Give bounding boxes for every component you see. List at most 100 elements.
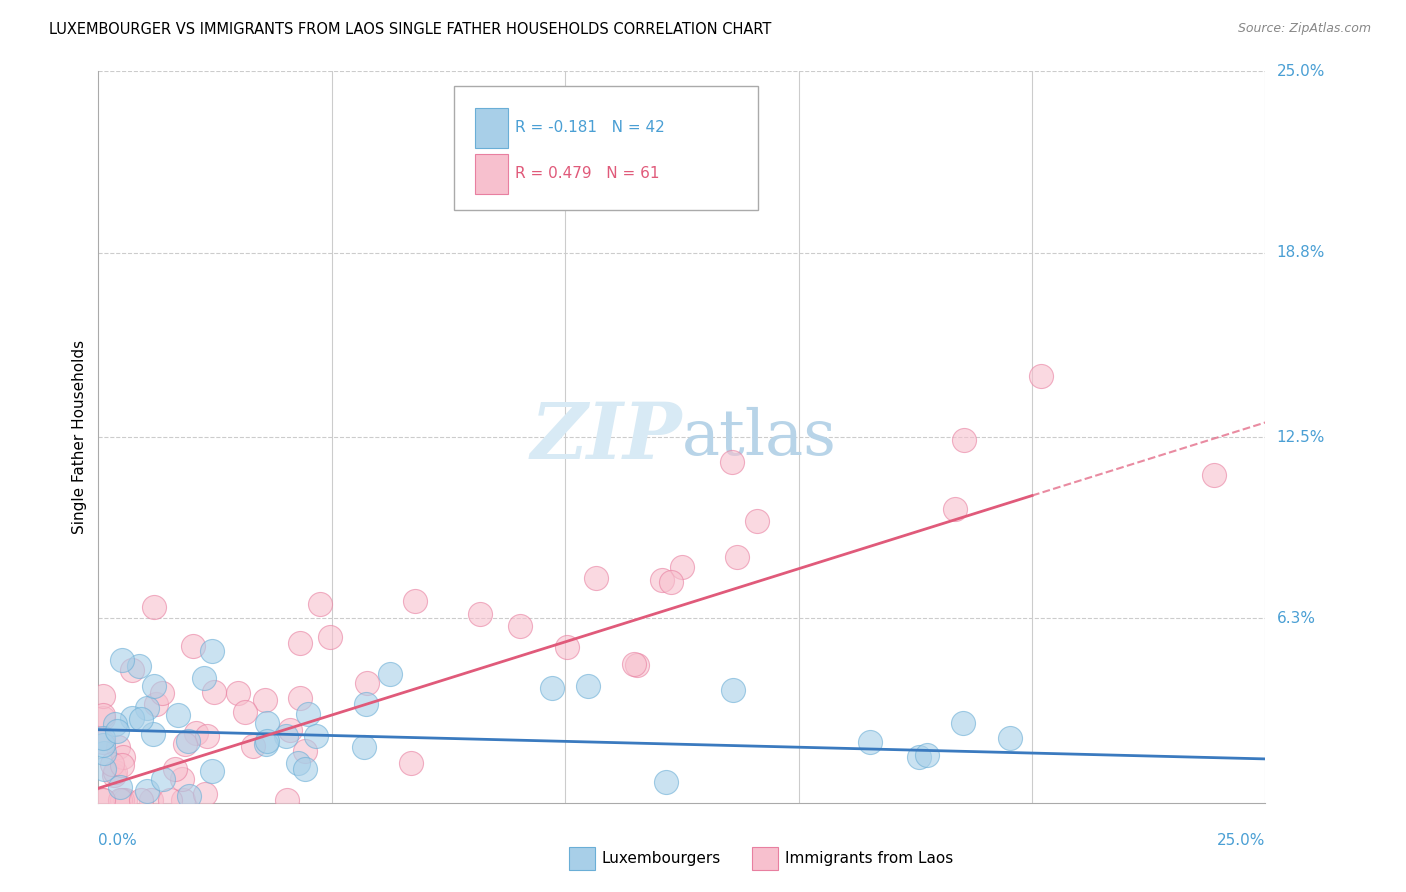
- Point: [104, 764, 127, 779]
- Point: [290, 636, 312, 650]
- Point: [184, 725, 207, 739]
- Point: [121, 711, 143, 725]
- Point: [399, 756, 422, 770]
- Point: [319, 630, 342, 644]
- Text: Source: ZipAtlas.com: Source: ZipAtlas.com: [1237, 22, 1371, 36]
- Point: [288, 691, 311, 706]
- Point: [91, 793, 114, 807]
- Point: [103, 768, 125, 782]
- Point: [91, 739, 114, 753]
- Text: atlas: atlas: [682, 407, 837, 467]
- Point: [93, 762, 115, 776]
- Bar: [475, 108, 508, 148]
- Point: [93, 746, 115, 760]
- Point: [1031, 368, 1053, 383]
- Point: [540, 681, 562, 695]
- Point: [111, 793, 134, 807]
- Point: [297, 707, 319, 722]
- Point: [917, 747, 939, 762]
- Point: [952, 433, 974, 447]
- Point: [145, 697, 167, 711]
- Point: [294, 744, 316, 758]
- Point: [287, 756, 309, 770]
- Point: [197, 729, 219, 743]
- Point: [353, 739, 375, 754]
- Point: [143, 679, 166, 693]
- Point: [859, 735, 882, 749]
- Point: [309, 598, 332, 612]
- Point: [177, 733, 200, 747]
- Point: [305, 729, 328, 743]
- Point: [509, 618, 531, 632]
- Point: [468, 607, 491, 621]
- Text: Immigrants from Laos: Immigrants from Laos: [785, 851, 953, 866]
- Point: [254, 737, 277, 751]
- Point: [139, 793, 162, 807]
- Point: [202, 685, 225, 699]
- Point: [193, 671, 215, 685]
- Point: [129, 712, 152, 726]
- Point: [256, 734, 278, 748]
- Point: [274, 729, 297, 743]
- Point: [143, 599, 166, 614]
- Point: [651, 573, 673, 587]
- Point: [165, 762, 187, 776]
- Point: [114, 793, 136, 807]
- Point: [112, 749, 135, 764]
- Point: [129, 793, 152, 807]
- Point: [201, 643, 224, 657]
- Text: 12.5%: 12.5%: [1277, 430, 1324, 444]
- Text: 6.3%: 6.3%: [1277, 611, 1316, 626]
- Point: [107, 740, 129, 755]
- Text: R = -0.181   N = 42: R = -0.181 N = 42: [515, 120, 665, 136]
- Point: [233, 705, 256, 719]
- Point: [105, 723, 128, 738]
- Point: [725, 550, 748, 565]
- Point: [194, 787, 217, 801]
- Text: 25.0%: 25.0%: [1218, 833, 1265, 848]
- Point: [121, 663, 143, 677]
- Point: [943, 502, 966, 516]
- Point: [276, 793, 298, 807]
- Point: [201, 764, 224, 779]
- Point: [91, 731, 114, 745]
- Point: [104, 716, 127, 731]
- Point: [91, 735, 114, 749]
- Point: [998, 731, 1021, 745]
- Point: [142, 727, 165, 741]
- Point: [91, 707, 114, 722]
- Point: [101, 757, 124, 772]
- Text: ZIP: ZIP: [530, 399, 682, 475]
- Point: [172, 793, 194, 807]
- Point: [167, 708, 190, 723]
- Point: [110, 780, 132, 795]
- Point: [91, 793, 114, 807]
- Point: [91, 710, 114, 724]
- Point: [661, 575, 683, 590]
- Point: [294, 762, 316, 776]
- Point: [228, 686, 250, 700]
- Point: [623, 657, 645, 671]
- Point: [181, 639, 204, 653]
- Point: [952, 715, 974, 730]
- Point: [128, 658, 150, 673]
- Text: 25.0%: 25.0%: [1277, 64, 1324, 78]
- Point: [150, 686, 173, 700]
- Point: [136, 784, 159, 798]
- Point: [721, 682, 744, 697]
- Text: 0.0%: 0.0%: [98, 833, 138, 848]
- Y-axis label: Single Father Households: Single Father Households: [72, 340, 87, 534]
- Point: [354, 697, 377, 711]
- Point: [111, 653, 134, 667]
- Point: [174, 737, 197, 751]
- Point: [585, 571, 607, 585]
- Point: [671, 559, 693, 574]
- Text: 18.8%: 18.8%: [1277, 245, 1324, 260]
- Point: [254, 693, 277, 707]
- Text: R = 0.479   N = 61: R = 0.479 N = 61: [515, 166, 659, 181]
- Point: [404, 593, 426, 607]
- Point: [108, 793, 131, 807]
- Point: [177, 789, 200, 803]
- Point: [720, 455, 742, 469]
- FancyBboxPatch shape: [454, 86, 758, 211]
